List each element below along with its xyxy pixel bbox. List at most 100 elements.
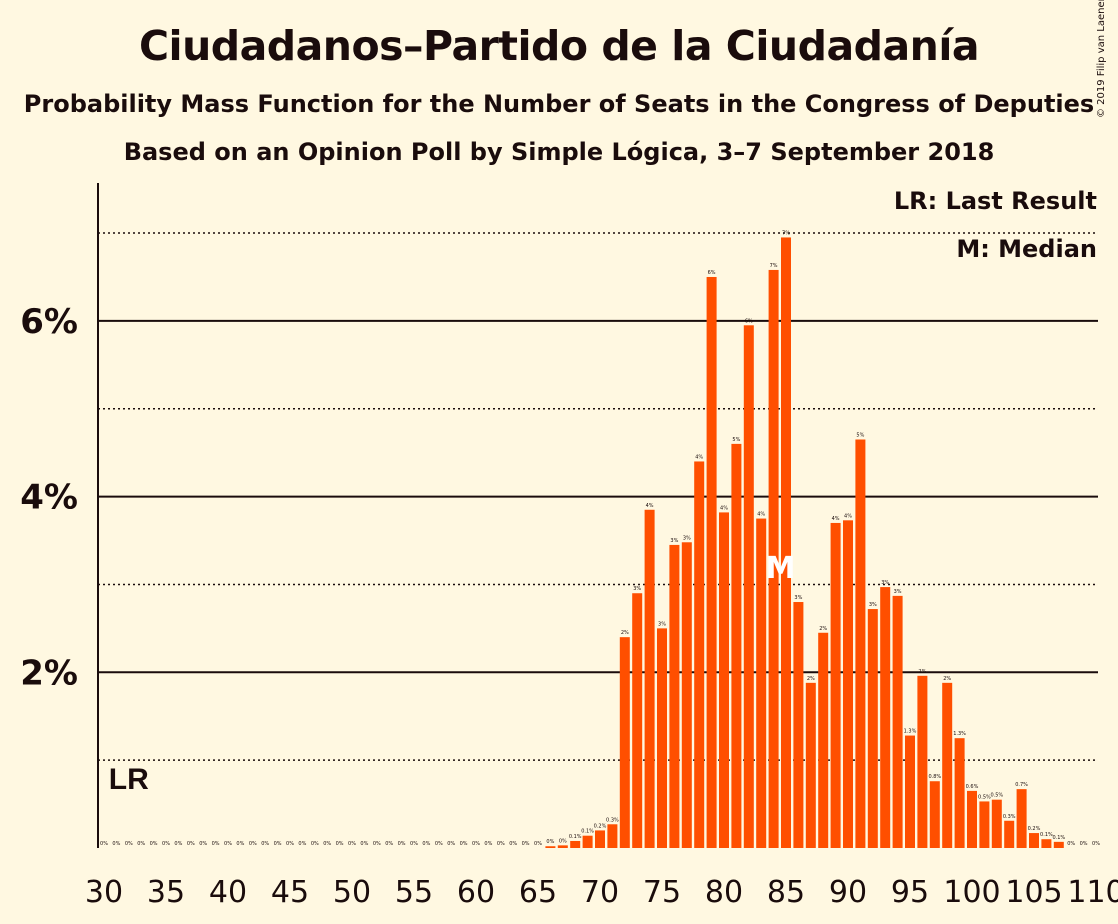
chart-subtitle-poll: Based on an Opinion Poll by Simple Lógic… (123, 138, 995, 166)
value-label-78: 4% (695, 454, 703, 460)
value-label-71: 0.3% (606, 817, 619, 823)
value-label-94: 3% (894, 589, 902, 595)
value-label-65: 0% (534, 841, 542, 847)
y-tick-label: 4% (20, 478, 78, 518)
x-tick-label: 50 (333, 875, 371, 910)
bar-seats-98 (942, 682, 953, 848)
x-tick-label: 35 (147, 875, 185, 910)
value-label-68: 0.1% (569, 834, 582, 840)
bar-seats-76 (669, 544, 680, 848)
value-label-97: 0.8% (928, 774, 941, 780)
value-label-74: 4% (646, 503, 654, 509)
value-label-106: 0.1% (1040, 832, 1053, 838)
bar-seats-80 (719, 512, 729, 848)
value-label-105: 0.2% (1028, 826, 1041, 832)
bar-seats-107 (1053, 841, 1064, 848)
value-label-88: 2% (819, 626, 827, 632)
value-label-62: 0% (497, 841, 505, 847)
value-label-101: 0.5% (978, 794, 991, 800)
x-tick-label: 45 (271, 875, 309, 910)
x-tick-labels: 30 35 40 45 50 55 60 65 70 75 80 85 90 95 100 105 110 (85, 875, 1118, 910)
bar-seats-104 (1016, 789, 1027, 848)
bar-seats-79 (706, 276, 717, 849)
y-tick-labels: 2% 4% 6% (20, 302, 78, 693)
value-label-55: 0% (410, 841, 418, 847)
value-label-103: 0.3% (1003, 814, 1016, 820)
bar-seats-68 (570, 840, 581, 848)
bar-seats-99 (954, 738, 965, 848)
x-tick-label: 30 (85, 875, 123, 910)
bar-seats-97 (929, 781, 940, 848)
value-label-41: 0% (236, 841, 244, 847)
value-label-87: 2% (807, 676, 815, 682)
bar-seats-87 (805, 682, 816, 848)
x-tick-label: 70 (581, 875, 619, 910)
value-label-51: 0% (360, 841, 368, 847)
value-label-93: 3% (881, 580, 889, 586)
x-tick-label: 105 (1005, 875, 1062, 910)
bar-seats-82 (743, 325, 754, 849)
x-tick-label: 75 (643, 875, 681, 910)
value-label-38: 0% (199, 841, 207, 847)
y-tick-label: 6% (20, 302, 78, 342)
bar-seats-85 (781, 237, 791, 848)
bar-seats-93 (880, 587, 891, 848)
value-label-81: 5% (732, 437, 740, 443)
value-label-57: 0% (435, 841, 443, 847)
bar-seats-95 (905, 735, 915, 848)
chart-subtitle: Probability Mass Function for the Number… (23, 90, 1095, 118)
value-label-54: 0% (398, 841, 406, 847)
bar-seats-88 (818, 632, 829, 848)
value-label-92: 3% (869, 602, 877, 608)
value-label-42: 0% (249, 841, 257, 847)
value-label-91: 5% (856, 432, 864, 438)
value-label-84: 7% (770, 263, 778, 269)
bar-seats-94 (892, 595, 903, 848)
value-label-102: 0.5% (990, 793, 1003, 799)
x-tick-label: 100 (943, 875, 1000, 910)
value-label-39: 0% (212, 841, 220, 847)
value-label-43: 0% (261, 841, 269, 847)
grid-lines (98, 232, 1098, 761)
x-tick-label: 55 (395, 875, 433, 910)
value-label-90: 4% (844, 513, 852, 519)
value-label-63: 0% (509, 841, 517, 847)
value-label-49: 0% (336, 841, 344, 847)
value-label-75: 3% (658, 621, 666, 627)
x-tick-label: 95 (891, 875, 929, 910)
value-label-104: 0.7% (1015, 782, 1028, 788)
bar-seats-72 (619, 637, 630, 848)
bar-seats-69 (582, 835, 593, 848)
bar-seats-100 (967, 790, 977, 848)
legend-median: M: Median (956, 235, 1097, 263)
value-label-95: 1.3% (904, 729, 917, 735)
last-result-marker: LR (109, 763, 149, 796)
value-label-47: 0% (311, 841, 319, 847)
value-label-44: 0% (274, 841, 282, 847)
bar-seats-67 (557, 845, 568, 848)
value-label-72: 2% (621, 630, 629, 636)
value-label-35: 0% (162, 841, 170, 847)
value-label-37: 0% (187, 841, 195, 847)
value-label-107: 0.1% (1052, 835, 1065, 841)
value-label-30: 0% (100, 841, 108, 847)
y-tick-label: 2% (20, 653, 78, 693)
bar-seats-105 (1029, 833, 1039, 848)
value-label-67: 0% (559, 838, 567, 844)
chart-title: Ciudadanos–Partido de la Ciudadanía (138, 22, 980, 70)
value-label-53: 0% (385, 841, 393, 847)
value-label-99: 1.3% (953, 731, 966, 737)
x-tick-label: 90 (829, 875, 867, 910)
bar-seats-78 (694, 461, 705, 848)
bar-seats-83 (756, 518, 767, 848)
x-tick-label: 110 (1067, 875, 1118, 910)
bar-seats-101 (979, 801, 990, 848)
value-label-80: 4% (720, 505, 728, 511)
bar-seats-91 (855, 439, 866, 848)
bar-seats-70 (595, 830, 605, 848)
bar-seats-74 (644, 509, 655, 848)
value-label-59: 0% (460, 841, 468, 847)
bar-seats-71 (607, 824, 618, 848)
value-label-61: 0% (484, 841, 492, 847)
value-label-33: 0% (137, 841, 145, 847)
